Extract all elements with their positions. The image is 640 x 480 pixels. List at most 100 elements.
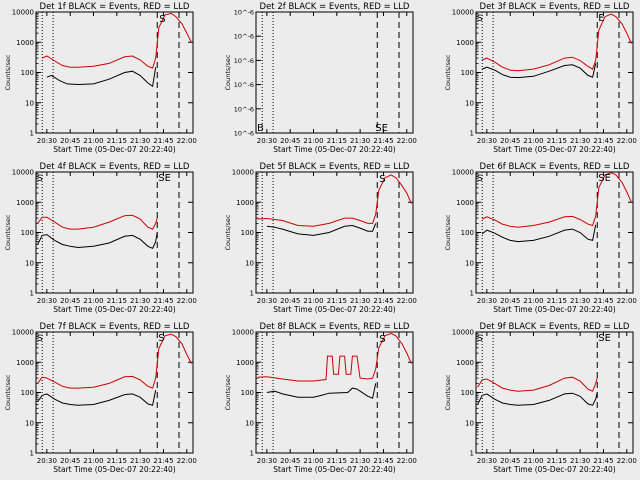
x-tick-label: 21:15 xyxy=(327,297,347,305)
panel-title: Det 5f BLACK = Events, RED = LLD xyxy=(260,162,410,172)
x-tick-label: 21:45 xyxy=(593,137,613,145)
x-tick-label: 21:30 xyxy=(570,457,590,465)
x-tick-label: 22:00 xyxy=(177,297,197,305)
phase-marker: S xyxy=(379,174,385,185)
y-tick-label: 1 xyxy=(250,290,254,298)
y-tick-label: 100 xyxy=(461,389,474,397)
x-tick-label: 21:30 xyxy=(570,297,590,305)
plot-frame xyxy=(35,11,194,134)
y-tick-label: 1000 xyxy=(456,39,474,47)
x-tick-label: 22:00 xyxy=(177,457,197,465)
x-tick-label: 21:45 xyxy=(153,297,173,305)
panel-title: Det 7f BLACK = Events, RED = LLD xyxy=(40,322,190,332)
phase-marker: S xyxy=(379,334,385,345)
detector-panel: Det 2f BLACK = Events, RED = LLD Counts/s… xyxy=(224,2,417,154)
y-tick-label: 1 xyxy=(470,290,474,298)
panel-title: Det 1f BLACK = Events, RED = LLD xyxy=(40,2,190,12)
x-tick-label: 21:15 xyxy=(327,457,347,465)
detector-panel: Det 3f BLACK = Events, RED = LLD Counts/s… xyxy=(444,2,637,154)
panel-title: Det 3f BLACK = Events, RED = LLD xyxy=(480,2,630,12)
events-series-line xyxy=(482,63,597,79)
y-axis-label: Counts/sec xyxy=(444,374,452,410)
y-tick-label: 1000 xyxy=(236,199,254,207)
y-axis-label: Counts/sec xyxy=(444,54,452,90)
y-tick-label: 100 xyxy=(21,389,34,397)
y-tick-label: 1 xyxy=(30,450,34,458)
detector-panel: Det 5f BLACK = Events, RED = LLD Counts/s… xyxy=(224,162,417,314)
x-tick-label: 21:45 xyxy=(373,457,393,465)
panel-title: Det 6f BLACK = Events, RED = LLD xyxy=(480,162,630,172)
panel-title: Det 4f BLACK = Events, RED = LLD xyxy=(40,162,190,172)
y-tick-label: 10^-6 xyxy=(234,130,254,138)
panel-title: Det 2f BLACK = Events, RED = LLD xyxy=(260,2,410,12)
detector-panel: Det 4f BLACK = Events, RED = LLD Counts/s… xyxy=(4,162,197,314)
x-axis-label: Start Time (05-Dec-07 20:22:40) xyxy=(53,305,175,314)
x-tick-label: 20:45 xyxy=(500,137,520,145)
y-tick-label: 10 xyxy=(25,99,34,107)
lld-series-line xyxy=(37,214,158,230)
events-series-line xyxy=(481,224,597,243)
phase-marker: S xyxy=(477,14,483,24)
x-tick-label: 21:30 xyxy=(130,297,150,305)
y-axis-label: Counts/sec xyxy=(4,214,12,250)
lld-series-line xyxy=(482,13,632,72)
y-axis-label: Counts/sec xyxy=(444,214,452,250)
y-tick-label: 1000 xyxy=(236,359,254,367)
x-axis-label: Start Time (05-Dec-07 20:22:40) xyxy=(273,305,395,314)
detector-panel: Det 7f BLACK = Events, RED = LLD Counts/s… xyxy=(4,322,197,474)
y-axis-label: Counts/sec xyxy=(224,374,232,410)
x-axis-label: Start Time (05-Dec-07 20:22:40) xyxy=(493,305,615,314)
x-tick-label: 20:45 xyxy=(60,457,80,465)
lld-series-line xyxy=(481,172,632,228)
y-tick-label: 1 xyxy=(470,130,474,138)
x-tick-label: 21:00 xyxy=(83,137,103,145)
x-tick-label: 20:45 xyxy=(280,137,300,145)
phase-marker: SE xyxy=(375,123,388,134)
x-tick-label: 22:00 xyxy=(617,137,637,145)
x-axis-label: Start Time (05-Dec-07 20:22:40) xyxy=(493,465,615,474)
y-tick-label: 100 xyxy=(461,69,474,77)
x-tick-label: 21:15 xyxy=(547,457,567,465)
detector-panel: Det 9f BLACK = Events, RED = LLD Counts/s… xyxy=(444,322,637,474)
y-axis-label: Counts/sec xyxy=(4,374,12,410)
x-tick-label: 22:00 xyxy=(177,137,197,145)
x-tick-label: 21:45 xyxy=(373,297,393,305)
y-tick-label: 1 xyxy=(30,290,34,298)
x-axis-label: Start Time (05-Dec-07 20:22:40) xyxy=(53,465,175,474)
x-tick-label: 21:30 xyxy=(350,297,370,305)
lld-series-line xyxy=(257,332,412,382)
events-series-line xyxy=(46,67,157,88)
x-tick-label: 22:00 xyxy=(617,297,637,305)
y-tick-label: 10 xyxy=(465,259,474,267)
phase-marker: S xyxy=(477,334,483,344)
lld-series-line xyxy=(477,376,598,392)
x-tick-label: 21:00 xyxy=(303,137,323,145)
detector-panel: Det 8f BLACK = Events, RED = LLD Counts/s… xyxy=(224,322,417,474)
x-tick-label: 21:30 xyxy=(130,137,150,145)
y-axis-label: Counts/sec xyxy=(224,214,232,250)
x-tick-label: 21:15 xyxy=(107,137,127,145)
y-tick-label: 10000 xyxy=(452,329,474,337)
y-axis-label: Counts/sec xyxy=(224,54,232,90)
phase-marker: SE xyxy=(598,333,611,344)
phase-marker: S xyxy=(159,14,165,25)
y-tick-label: 100 xyxy=(21,69,34,77)
y-tick-label: 100 xyxy=(461,229,474,237)
x-tick-label: 22:00 xyxy=(397,297,417,305)
y-tick-label: 1000 xyxy=(16,359,34,367)
x-tick-label: 21:00 xyxy=(523,297,543,305)
y-tick-label: 10^-6 xyxy=(234,57,254,65)
y-tick-label: 1000 xyxy=(456,199,474,207)
events-series-line xyxy=(266,383,377,399)
events-series-line xyxy=(37,389,157,406)
y-tick-label: 10000 xyxy=(452,9,474,17)
y-tick-label: 10 xyxy=(245,419,254,427)
x-tick-label: 22:00 xyxy=(397,457,417,465)
y-tick-label: 100 xyxy=(21,229,34,237)
x-tick-label: 21:00 xyxy=(83,297,103,305)
x-tick-label: 22:00 xyxy=(397,137,417,145)
y-tick-label: 10000 xyxy=(232,169,254,177)
y-tick-label: 10 xyxy=(465,99,474,107)
x-tick-label: 21:45 xyxy=(373,137,393,145)
